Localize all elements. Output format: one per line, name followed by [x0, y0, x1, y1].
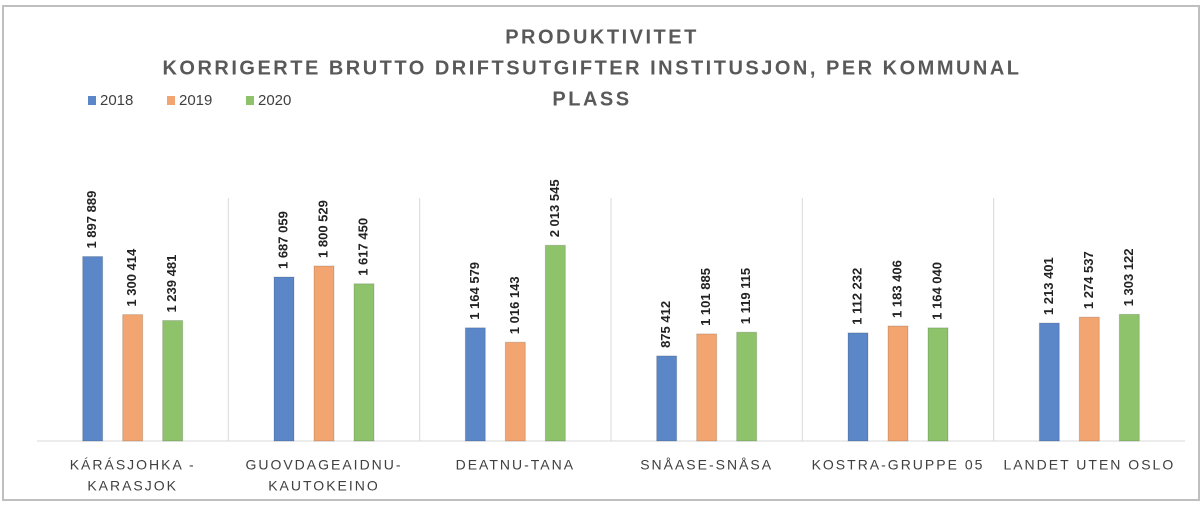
bar — [544, 244, 566, 442]
value-label: 1 274 537 — [1081, 251, 1096, 309]
value-label: 1 016 143 — [507, 276, 522, 334]
chart-title: PRODUKTIVITET — [505, 26, 699, 48]
bar — [887, 325, 909, 442]
bar — [696, 333, 718, 442]
value-label: 2 013 545 — [547, 179, 562, 237]
bar — [1038, 322, 1060, 442]
bar — [162, 320, 184, 442]
legend-swatch — [88, 96, 96, 105]
value-label: 1 687 059 — [275, 211, 290, 269]
x-tick-label: LANDET UTEN OSLO — [1003, 457, 1175, 473]
value-label: 1 164 579 — [467, 262, 482, 320]
bar — [1118, 313, 1140, 442]
x-tick-label: KARASJOK — [87, 478, 178, 494]
value-label: 1 183 406 — [889, 260, 904, 318]
bar — [656, 355, 678, 442]
legend-swatch — [167, 96, 175, 105]
value-label: 1 119 115 — [738, 268, 753, 324]
bar — [847, 332, 869, 442]
legend-label: 2019 — [179, 92, 212, 109]
bar — [313, 265, 335, 442]
value-label: 1 897 889 — [84, 191, 99, 249]
value-label: 875 412 — [658, 301, 673, 348]
value-label: 1 239 481 — [164, 255, 179, 313]
value-label: 1 112 232 — [849, 268, 864, 325]
bar — [273, 276, 295, 442]
bar — [353, 283, 375, 442]
legend-label: 2020 — [258, 92, 291, 109]
chart-subtitle: PLASS — [552, 88, 631, 110]
bar — [122, 314, 144, 442]
value-label: 1 800 529 — [315, 200, 330, 258]
value-label: 1 164 040 — [929, 262, 944, 320]
value-label: 1 101 885 — [698, 268, 713, 326]
legend-label: 2018 — [100, 92, 133, 109]
value-label: 1 213 401 — [1041, 257, 1056, 315]
bar — [82, 256, 104, 442]
bar — [927, 327, 949, 442]
x-tick-label: DEATNU-TANA — [456, 457, 575, 473]
x-tick-label: GUOVDAGEAIDNU- — [245, 457, 402, 473]
x-tick-label: KAUTOKEINO — [268, 478, 380, 494]
x-tick-label: KOSTRA-GRUPPE 05 — [812, 457, 985, 473]
legend-swatch — [246, 96, 254, 105]
bar — [736, 331, 758, 442]
x-tick-label: KÁRÁSJOHKA - — [70, 457, 196, 473]
value-label: 1 300 414 — [124, 248, 139, 307]
bar — [464, 327, 486, 442]
chart-subtitle: KORRIGERTE BRUTTO DRIFTSUTGIFTER INSTITU… — [162, 57, 1021, 79]
bar — [1078, 316, 1100, 442]
value-label: 1 303 122 — [1121, 248, 1136, 306]
chart-frame — [2, 5, 1200, 501]
bar — [504, 341, 526, 442]
x-tick-label: SNÅASE-SNÅSA — [640, 457, 773, 473]
value-label: 1 617 450 — [355, 218, 370, 276]
